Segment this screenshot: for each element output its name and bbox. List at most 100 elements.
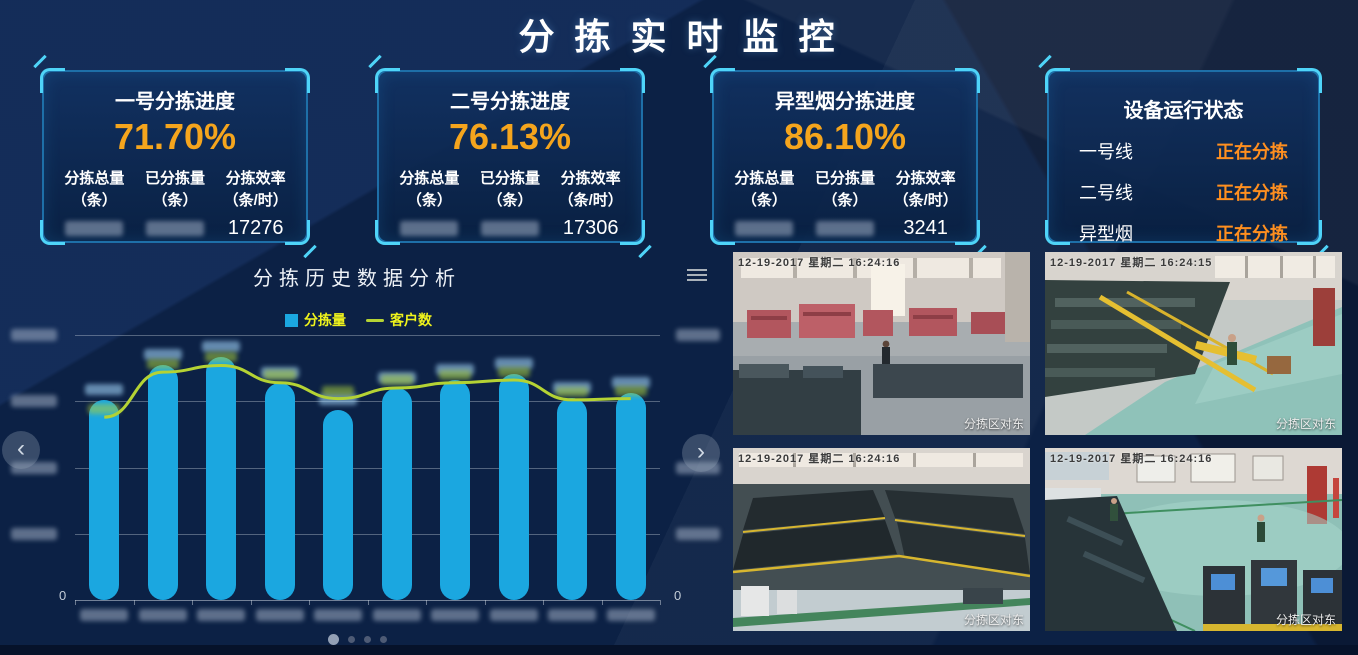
x-axis-tick: [133, 600, 135, 605]
gridline: [75, 533, 660, 535]
y-left-label-redacted: [11, 329, 57, 341]
metric-value: 17276: [227, 216, 284, 239]
corner-decoration: [285, 220, 310, 245]
bar-sort-volume: [615, 393, 646, 600]
corner-decoration: [620, 220, 645, 245]
x-axis-tick: [660, 600, 661, 605]
carousel-dot-4[interactable]: [380, 636, 387, 643]
metric-header: 分拣效率 （条/时）: [893, 170, 958, 209]
card-title: 二号分拣进度: [450, 91, 570, 113]
card-device-status: 设备运行状态 一号线 正在分拣 二号线 正在分拣 异型烟 正在分拣: [1038, 54, 1329, 259]
corner-decoration: [375, 220, 400, 245]
carousel-dot-1[interactable]: [328, 634, 339, 645]
corner-decoration: [620, 68, 645, 93]
camera-scene: [733, 252, 1030, 435]
metric-header: 分拣效率 （条/时）: [558, 170, 623, 209]
x-axis-tick: [543, 600, 544, 605]
corner-decoration: [285, 68, 310, 93]
metric-header: 分拣总量 （条）: [64, 170, 125, 209]
camera-feed-1[interactable]: 12-19-2017 星期二 16:24:16 分拣区对东: [733, 252, 1030, 435]
x-axis-tick: [484, 600, 486, 605]
bar-value-redacted: [202, 341, 241, 352]
carousel-next-button[interactable]: ›: [682, 434, 720, 472]
camera-timestamp: 12-19-2017 星期二 16:24:16: [738, 257, 901, 269]
camera-feed-2[interactable]: 12-19-2017 星期二 16:24:15 分拣区对东: [1045, 252, 1342, 435]
y-left-label-redacted: [11, 527, 57, 540]
camera-scene: [733, 448, 1030, 631]
line-value-redacted: [263, 369, 296, 380]
legend-item-bar[interactable]: 分拣量: [285, 310, 346, 330]
camera-feed-3[interactable]: 12-19-2017 星期二 16:24:16 分拣区对东: [733, 448, 1030, 631]
carousel-dot-2[interactable]: [348, 636, 355, 643]
line-value-redacted: [556, 386, 589, 397]
metric-value: 3241: [903, 216, 948, 239]
line-value-redacted: [88, 404, 121, 415]
camera-timestamp: 12-19-2017 星期二 16:24:16: [738, 453, 901, 465]
line-value-redacted: [380, 375, 413, 385]
chart-title: 分拣历史数据分析: [253, 268, 461, 290]
bar-sort-volume: [147, 365, 178, 600]
hamburger-icon[interactable]: [687, 266, 707, 284]
corner-decoration: [955, 220, 980, 245]
status-badge: 正在分拣: [1216, 224, 1288, 244]
progress-percent: 86.10%: [783, 116, 907, 157]
bar-sort-volume: [264, 383, 295, 600]
bar-value-redacted: [611, 377, 650, 388]
metric-value-redacted: [805, 217, 886, 240]
bar-sort-volume: [323, 410, 354, 600]
carousel-dot-3[interactable]: [364, 636, 371, 643]
corner-decoration: [1297, 220, 1322, 245]
x-axis-tick: [309, 600, 310, 605]
x-label-redacted: [197, 609, 246, 621]
corner-decoration: [710, 220, 735, 245]
x-label-redacted: [548, 609, 597, 621]
camera-timestamp: 12-19-2017 星期二 16:24:16: [1050, 453, 1213, 465]
corner-decoration: [375, 68, 400, 93]
status-badge: 正在分拣: [1216, 142, 1288, 162]
line-value-redacted: [146, 359, 179, 370]
line-value-redacted: [322, 385, 355, 396]
card-title: 设备运行状态: [1123, 100, 1244, 122]
line-value-redacted: [205, 352, 238, 363]
metric-header: 分拣总量 （条）: [734, 170, 795, 209]
x-label-redacted: [314, 609, 363, 621]
bar-value-redacted: [85, 384, 124, 395]
line-value-redacted: [497, 367, 530, 378]
gridline: [75, 401, 660, 403]
x-label-redacted: [80, 609, 129, 621]
metric-value-redacted: [470, 217, 551, 240]
corner-decoration: [955, 68, 980, 93]
camera-feed-4[interactable]: 12-19-2017 星期二 16:24:16 分拣区对东: [1045, 448, 1342, 631]
metric-value-redacted: [54, 217, 135, 240]
camera-scene: [1045, 448, 1342, 631]
corner-decoration: [1045, 68, 1070, 93]
history-chart-panel: 分拣历史数据分析 分拣量 客户数 0 0 ‹ ›: [0, 250, 733, 645]
status-badge: 正在分拣: [1216, 183, 1288, 203]
camera-caption: 分拣区对东: [1275, 613, 1336, 627]
gridline: [75, 335, 660, 336]
progress-percent: 76.13%: [448, 116, 572, 157]
card-title: 异型烟分拣进度: [775, 91, 915, 113]
metric-header: 已分拣量 （条）: [815, 170, 876, 209]
card-special-progress: 异型烟分拣进度 86.10% 分拣总量 （条） 已分拣量 （条） 分拣效率 （条/时）…: [703, 54, 987, 259]
metric-header: 分拣效率 （条/时）: [223, 170, 288, 209]
camera-timestamp: 12-19-2017 星期二 16:24:15: [1050, 257, 1213, 269]
legend-item-line[interactable]: 客户数: [366, 310, 432, 330]
bar-sort-volume: [440, 380, 471, 600]
y-right-label-redacted: [676, 527, 720, 540]
y-left-label-redacted: [11, 395, 57, 408]
card-line2-progress: 二号分拣进度 76.13% 分拣总量 （条） 已分拣量 （条） 分拣效率 （条/时） …: [368, 54, 652, 259]
x-axis-tick: [601, 600, 603, 605]
bar-sort-volume: [557, 398, 588, 600]
x-axis-tick: [250, 600, 252, 605]
corner-decoration: [40, 220, 65, 245]
carousel-prev-button[interactable]: ‹: [2, 431, 40, 469]
camera-caption: 分拣区对东: [963, 613, 1024, 627]
camera-caption: 分拣区对东: [1275, 417, 1336, 431]
x-label-redacted: [372, 609, 421, 621]
corner-decoration: [710, 68, 735, 93]
metric-header: 已分拣量 （条）: [145, 170, 206, 209]
x-label-redacted: [255, 609, 304, 621]
status-row: 异型烟 正在分拣: [1049, 220, 1318, 246]
